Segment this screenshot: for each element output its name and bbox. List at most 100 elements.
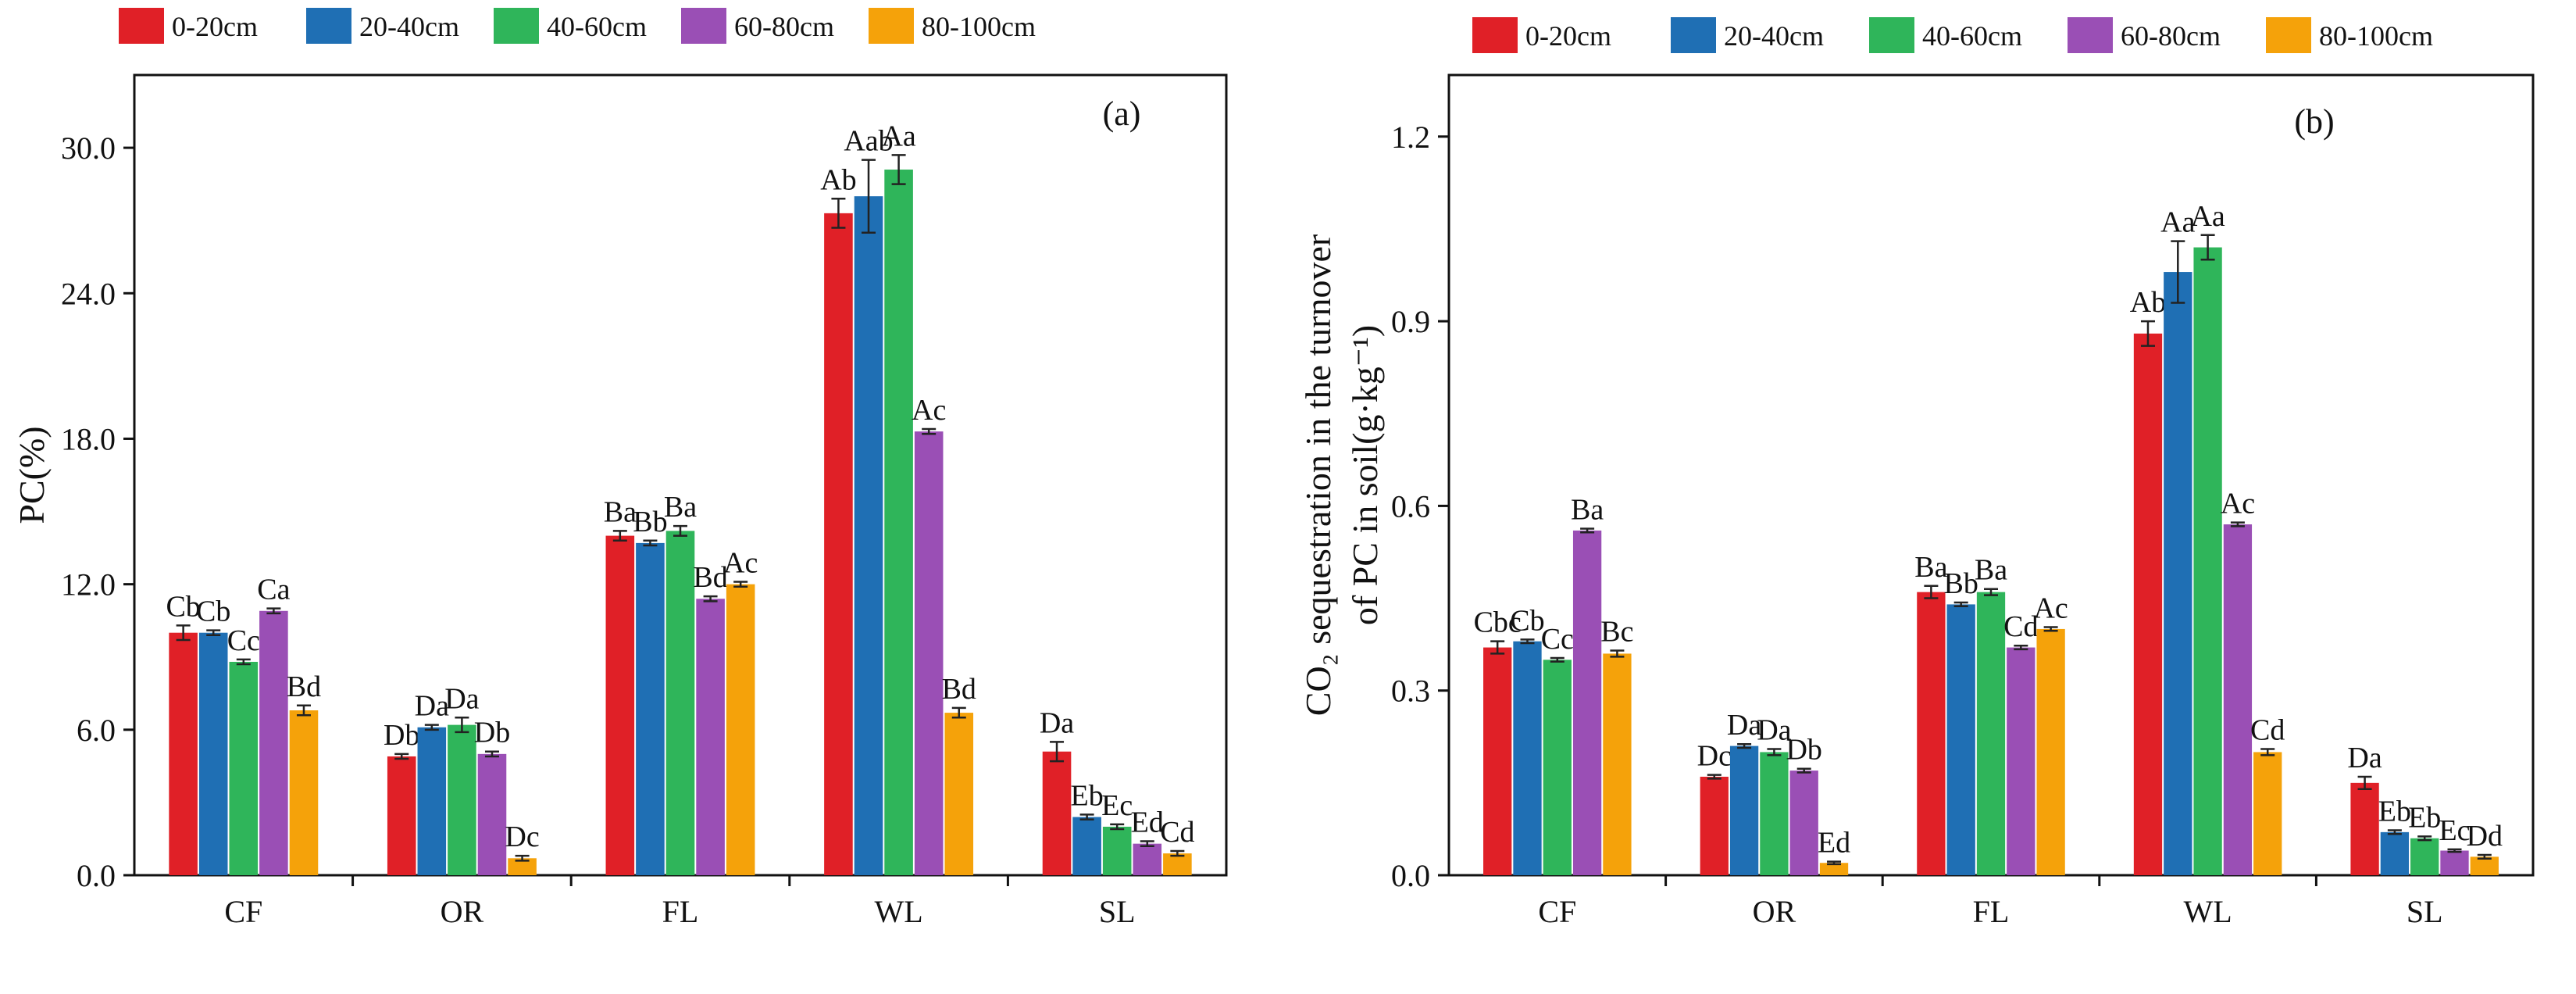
x-tick-label: FL — [1973, 894, 2010, 929]
bar-significance-label: Ac — [2033, 592, 2068, 625]
bar-significance-label: Ba — [1914, 551, 1947, 584]
bar-significance-label: Dc — [1697, 740, 1732, 773]
y-tick-label: 0.0 — [77, 858, 116, 893]
legend-label: 0-20cm — [1525, 20, 1611, 52]
legend-label: 0-20cm — [172, 11, 258, 42]
legend-label: 80-100cm — [2319, 20, 2433, 52]
bar-CF-60-80cm — [1572, 530, 1602, 875]
bar-SL-40-60cm — [2410, 838, 2439, 875]
legend-label: 40-60cm — [1922, 20, 2022, 52]
bar-SL-40-60cm — [1102, 826, 1132, 875]
bar-FL-80-100cm — [2036, 628, 2065, 875]
bar-significance-label: Bb — [633, 506, 667, 538]
legend-label: 40-60cm — [547, 11, 647, 42]
legend-swatch-80-100cm — [2266, 17, 2311, 53]
bar-CF-20-40cm — [198, 632, 228, 875]
legend-label: 20-40cm — [1724, 20, 1824, 52]
bar-SL-60-80cm — [2440, 850, 2469, 875]
bar-significance-label: Eb — [1071, 779, 1104, 812]
bar-significance-label: Bd — [942, 673, 976, 706]
bar-OR-80-100cm — [1819, 863, 1849, 875]
x-tick-label: SL — [1099, 894, 1136, 929]
x-tick-label: WL — [875, 894, 923, 929]
legend-label: 60-80cm — [734, 11, 834, 42]
bar-WL-20-40cm — [2164, 272, 2192, 875]
bar-significance-label: Aab — [844, 125, 893, 158]
bar-OR-40-60cm — [1760, 752, 1789, 875]
y-tick-label: 0.6 — [1391, 488, 1430, 524]
bar-significance-label: Ec — [2439, 814, 2470, 847]
bar-significance-label: Ed — [1818, 827, 1850, 860]
bar-CF-60-80cm — [259, 610, 288, 875]
bar-significance-label: Db — [474, 717, 510, 749]
bar-WL-40-60cm — [2193, 247, 2222, 875]
bar-WL-40-60cm — [884, 170, 913, 875]
bar-significance-label: Aa — [2190, 200, 2225, 233]
bar-OR-0-20cm — [1700, 776, 1729, 875]
bar-significance-label: Ba — [664, 491, 697, 524]
bar-significance-label: Dc — [505, 821, 539, 853]
bar-significance-label: Ab — [2130, 286, 2166, 319]
legend-label: 60-80cm — [2121, 20, 2221, 52]
bar-OR-40-60cm — [448, 724, 476, 875]
bar-significance-label: Ec — [1101, 789, 1133, 822]
bar-significance-label: Bd — [693, 561, 727, 594]
bar-significance-label: Aa — [881, 120, 915, 152]
bar-WL-80-100cm — [944, 713, 974, 875]
bar-SL-80-100cm — [1163, 853, 1192, 875]
bar-FL-40-60cm — [1976, 592, 2006, 875]
bar-CF-0-20cm — [169, 632, 198, 875]
bar-significance-label: Bc — [1600, 615, 1633, 648]
legend-swatch-60-80cm — [2068, 17, 2113, 53]
panel-label: (b) — [2294, 102, 2334, 141]
bar-significance-label: Ca — [257, 574, 290, 606]
bar-significance-label: Ed — [1131, 806, 1164, 839]
bar-significance-label: Da — [444, 682, 479, 715]
bar-significance-label: Db — [1786, 734, 1821, 767]
bar-SL-20-40cm — [2380, 831, 2410, 875]
bar-FL-80-100cm — [726, 584, 755, 875]
bar-WL-0-20cm — [824, 213, 853, 875]
legend-label: 80-100cm — [922, 11, 1036, 42]
bar-FL-0-20cm — [1917, 592, 1946, 875]
bar-significance-label: Ac — [723, 547, 758, 580]
bar-FL-0-20cm — [605, 535, 635, 875]
bar-significance-label: Cb — [196, 595, 230, 628]
bar-significance-label: Eb — [2378, 795, 2411, 828]
y-tick-label: 0.0 — [1391, 858, 1430, 893]
bar-SL-0-20cm — [2350, 782, 2379, 875]
bar-significance-label: Ba — [1571, 494, 1604, 527]
bar-WL-60-80cm — [2223, 524, 2253, 875]
bar-CF-20-40cm — [1513, 641, 1542, 875]
bar-significance-label: Cb — [166, 590, 200, 623]
bar-OR-0-20cm — [387, 756, 416, 875]
bar-OR-20-40cm — [1729, 746, 1759, 875]
legend-swatch-20-40cm — [1671, 17, 1716, 53]
bar-OR-60-80cm — [477, 753, 507, 875]
bar-SL-60-80cm — [1133, 843, 1162, 875]
bar-significance-label: Cc — [1541, 623, 1574, 656]
bar-CF-0-20cm — [1483, 647, 1512, 875]
y-tick-label: 30.0 — [61, 131, 116, 166]
bar-significance-label: Eb — [2408, 801, 2441, 834]
bar-OR-20-40cm — [417, 727, 447, 875]
x-tick-label: CF — [1538, 894, 1576, 929]
bar-FL-20-40cm — [636, 542, 665, 875]
legend-swatch-20-40cm — [306, 8, 351, 44]
panel-label: (a) — [1103, 95, 1141, 133]
y-tick-label: 12.0 — [61, 567, 116, 602]
bar-significance-label: Dd — [2467, 820, 2503, 853]
x-tick-label: FL — [662, 894, 699, 929]
bar-FL-60-80cm — [2007, 647, 2035, 875]
bar-WL-20-40cm — [854, 196, 883, 876]
y-tick-label: 0.9 — [1391, 304, 1430, 339]
bar-significance-label: Bd — [287, 670, 321, 703]
bar-CF-40-60cm — [229, 661, 259, 875]
bar-significance-label: Da — [1040, 706, 1074, 739]
bar-significance-label: Db — [384, 719, 419, 752]
bar-significance-label: Da — [1757, 714, 1791, 747]
legend-swatch-60-80cm — [681, 8, 726, 44]
bar-OR-60-80cm — [1789, 771, 1818, 875]
bar-significance-label: Ba — [604, 495, 637, 528]
